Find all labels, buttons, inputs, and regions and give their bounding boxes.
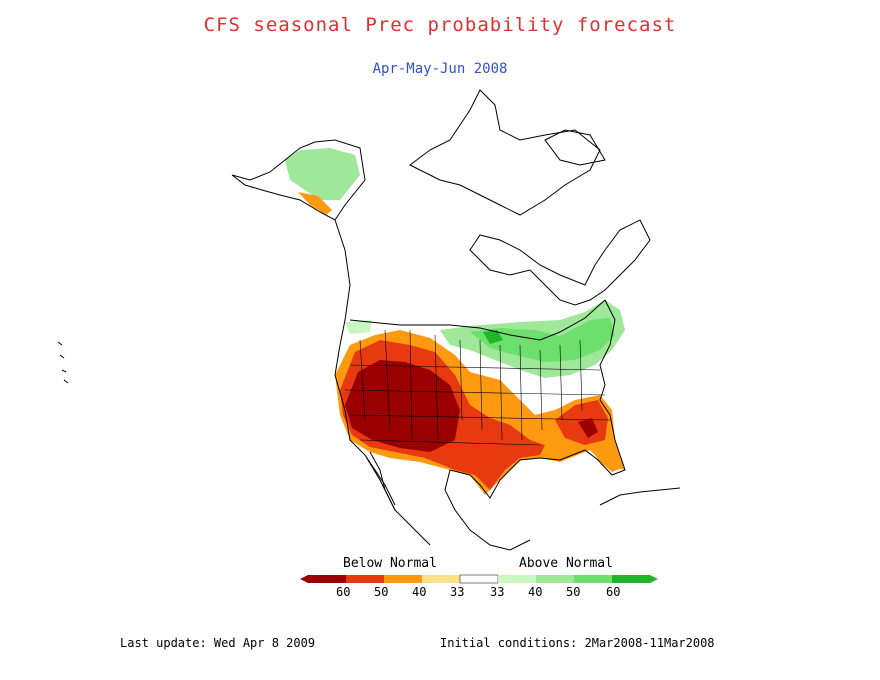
probability-shading <box>285 148 625 495</box>
legend-tick-1: 60 <box>336 585 350 599</box>
canada-arctic-islands-outline <box>409 89 601 216</box>
legend-swatch-above-33 <box>498 575 536 583</box>
last-update-text: Last update: Wed Apr 8 2009 <box>120 636 316 650</box>
legend-arrow-above <box>650 575 658 583</box>
alaska-above-normal-region <box>285 148 360 200</box>
great-lakes-above-normal-core <box>483 330 503 344</box>
legend-swatch-above-50 <box>574 575 612 583</box>
legend-swatch-below-50 <box>346 575 384 583</box>
us-east-coast-outline <box>449 299 626 499</box>
alaska-below-normal-region <box>298 192 332 215</box>
legend-tick-7: 50 <box>566 585 580 599</box>
mexico-outline <box>369 451 531 551</box>
west-below-normal-core <box>345 360 460 452</box>
legend-tick-6: 40 <box>528 585 542 599</box>
alaska-outline <box>231 139 366 221</box>
southeast-below-normal-core <box>578 418 598 438</box>
initial-conditions-text: Initial conditions: 2Mar2008-11Mar2008 <box>440 636 715 650</box>
map-subtitle: Apr-May-Jun 2008 <box>372 61 508 77</box>
legend-swatch-above-40 <box>536 575 574 583</box>
hawaii-outline <box>57 341 69 384</box>
legend-tick-3: 40 <box>412 585 426 599</box>
gulf-below-normal-region <box>590 445 622 472</box>
legend-tick-8: 60 <box>606 585 620 599</box>
northwest-above-normal-region <box>345 320 372 334</box>
legend-tick-5: 33 <box>490 585 504 599</box>
cuba-outline <box>599 487 681 506</box>
legend-tick-4: 33 <box>450 585 464 599</box>
northeast-above-normal-core <box>470 318 615 362</box>
color-legend: 60 50 40 33 33 40 50 60 <box>300 574 658 599</box>
us-state-lines <box>344 329 611 446</box>
legend-below-normal-label: Below Normal <box>343 556 437 571</box>
legend-arrow-below <box>300 575 308 583</box>
greenland-outline <box>544 129 606 166</box>
legend-swatch-below-60 <box>308 575 346 583</box>
legend-swatch-below-33 <box>422 575 460 583</box>
map-outlines <box>57 89 681 551</box>
north-america-mainland-outline <box>334 219 651 546</box>
legend-tick-2: 50 <box>374 585 388 599</box>
legend-swatch-above-60 <box>612 575 650 583</box>
legend-swatch-neutral <box>459 574 499 584</box>
legend-above-normal-label: Above Normal <box>519 556 613 571</box>
us-canada-border <box>349 299 606 341</box>
legend-swatch-below-40 <box>384 575 422 583</box>
map-title: CFS seasonal Prec probability forecast <box>203 14 677 36</box>
